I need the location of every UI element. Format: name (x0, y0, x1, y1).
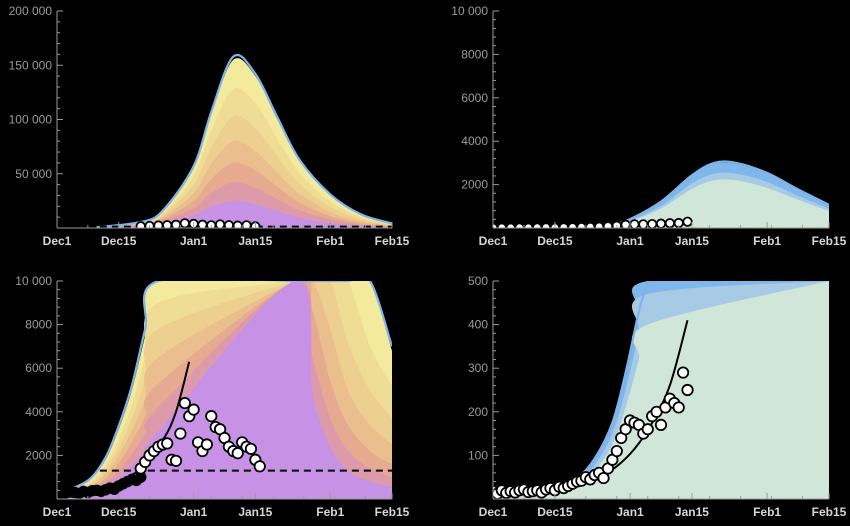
x-tick-label: Dec15 (101, 505, 137, 519)
plot-area (493, 281, 829, 499)
data-point (178, 396, 191, 410)
data-point (231, 447, 244, 460)
plot-area (87, 53, 392, 228)
x-tick-label: Feb15 (375, 505, 410, 519)
x-tick-label: Jan15 (238, 505, 272, 519)
x-tick-label: Jan15 (238, 234, 272, 248)
x-tick-label: Dec15 (101, 234, 137, 248)
data-point (161, 437, 174, 450)
x-tick-label: Feb15 (375, 234, 410, 248)
data-point (576, 221, 587, 228)
data-point (602, 221, 614, 228)
data-point (629, 219, 640, 228)
data-point (567, 222, 578, 228)
data-point (672, 401, 685, 414)
y-tick-label: 8000 (461, 47, 488, 61)
data-point (174, 427, 187, 440)
x-tick-label: Jan1 (616, 505, 644, 519)
x-tick-label: Dec15 (537, 505, 573, 519)
x-tick-label: Dec1 (43, 234, 72, 248)
y-tick-label: 200 (468, 405, 488, 419)
data-point (638, 219, 649, 228)
data-point (664, 218, 675, 228)
x-tick-label: Dec1 (479, 234, 508, 248)
data-point (682, 216, 693, 227)
envelope-curve (96, 53, 392, 228)
top-left-panel: 50 000 100 000 150 000 200 000 Dec1 Dec15 Jan1… (9, 4, 410, 248)
data-point (647, 218, 658, 228)
x-tick-label: Jan15 (675, 505, 709, 519)
data-point (232, 220, 243, 228)
y-tick-label: 400 (468, 318, 488, 332)
data-point (610, 444, 623, 458)
y-tick-label: 10 000 (451, 4, 488, 18)
y-tick-label: 6000 (25, 361, 52, 375)
data-point (187, 403, 200, 416)
data-point (540, 222, 552, 228)
y-tick-label: 8000 (25, 318, 52, 332)
x-tick-label: Feb1 (753, 234, 781, 248)
y-tick-label: 100 (468, 448, 488, 462)
plot-area (57, 281, 392, 499)
bottom-right-panel: 100 200 300 400 500 Dec1 Dec15 Jan1 Jan15 Feb1 Feb… (468, 274, 847, 519)
x-tick-label: Feb15 (812, 505, 847, 519)
x-tick-label: Feb1 (753, 505, 781, 519)
x-tick-label: Jan15 (675, 234, 709, 248)
data-point (214, 219, 226, 228)
y-tick-label: 150 000 (9, 58, 53, 72)
x-tick-label: Feb15 (812, 234, 847, 248)
data-point (253, 460, 266, 473)
data-point (654, 418, 668, 431)
y-tick-label: 6000 (461, 91, 488, 105)
envelope-curve (57, 281, 392, 496)
data-point (681, 383, 694, 397)
x-tick-label: Dec1 (479, 505, 508, 519)
y-tick-label: 2000 (461, 178, 488, 192)
x-tick-label: Feb1 (316, 234, 344, 248)
data-point (585, 221, 596, 228)
uncertainty-band (96, 200, 392, 228)
data-point (677, 366, 690, 379)
y-tick-label: 4000 (25, 405, 52, 419)
data-point (594, 221, 605, 228)
bottom-left-panel: 2000 4000 6000 8000 10 000 Dec1 Dec15 Jan1 Jan15… (15, 274, 410, 519)
data-point (200, 438, 213, 451)
x-tick-label: Dec1 (43, 505, 72, 519)
y-tick-label: 300 (468, 361, 488, 375)
y-tick-label: 10 000 (15, 274, 52, 288)
data-point (641, 423, 654, 436)
y-tick-label: 200 000 (9, 4, 53, 18)
y-tick-label: 50 000 (15, 167, 52, 181)
data-point (597, 471, 610, 485)
x-tick-label: Feb1 (316, 505, 344, 519)
top-right-panel: 2000 4000 6000 8000 10 000 Dec1 Dec15 Jan1 Jan15… (451, 4, 846, 248)
data-point (558, 222, 569, 228)
data-point (179, 218, 190, 228)
data-point (205, 410, 218, 423)
x-tick-label: Jan1 (180, 234, 208, 248)
plot-area (493, 160, 829, 228)
data-point (655, 218, 667, 228)
data-point (169, 454, 183, 467)
y-tick-label: 4000 (461, 134, 488, 148)
uncertainty-band (585, 179, 829, 228)
data-point (135, 221, 146, 228)
y-tick-label: 500 (468, 274, 488, 288)
x-tick-label: Dec15 (537, 234, 573, 248)
data-point (244, 442, 258, 455)
uncertainty-band (57, 281, 392, 499)
uncertainty-band (493, 281, 829, 499)
x-tick-label: Jan1 (180, 505, 208, 519)
x-tick-label: Jan1 (616, 234, 644, 248)
y-tick-label: 2000 (25, 448, 52, 462)
y-tick-label: 100 000 (9, 113, 53, 127)
